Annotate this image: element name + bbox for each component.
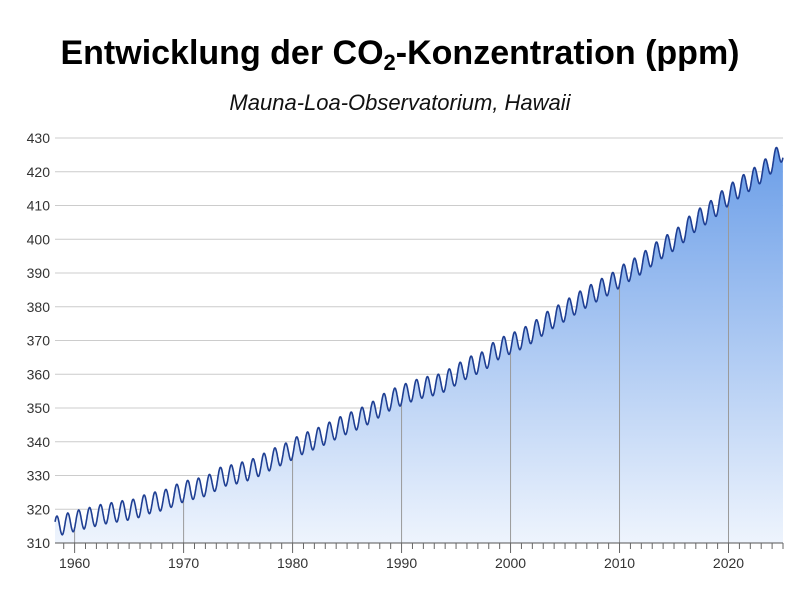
chart-title: Entwicklung der CO2-Konzentration (ppm) xyxy=(0,30,800,76)
y-tick-label-430: 430 xyxy=(27,130,51,146)
vertical-gridlines xyxy=(74,202,730,543)
x-tick-label-1990: 1990 xyxy=(386,555,417,571)
co2-area-fill xyxy=(55,147,783,543)
x-tick-label-1960: 1960 xyxy=(59,555,90,571)
y-tick-label-380: 380 xyxy=(27,299,51,315)
x-tick-label-2010: 2010 xyxy=(604,555,635,571)
x-tick-label-1970: 1970 xyxy=(168,555,199,571)
y-tick-label-350: 350 xyxy=(27,400,51,416)
y-tick-label-310: 310 xyxy=(27,535,51,551)
x-tick-label-2020: 2020 xyxy=(713,555,744,571)
chart-title-prefix: Entwicklung der CO xyxy=(60,34,384,72)
y-tick-label-320: 320 xyxy=(27,501,51,517)
chart-subtitle: Mauna-Loa-Observatorium, Hawaii xyxy=(229,90,571,115)
y-tick-label-400: 400 xyxy=(27,231,51,247)
x-axis-ticks xyxy=(63,543,784,553)
y-tick-label-330: 330 xyxy=(27,468,51,484)
y-tick-label-370: 370 xyxy=(27,333,51,349)
x-axis-tick-labels: 1960 1970 1980 1990 2000 2010 2020 xyxy=(59,555,744,571)
y-tick-label-340: 340 xyxy=(27,434,51,450)
y-axis-tick-labels: 310 320 330 340 350 360 370 380 390 400 410 420 430 xyxy=(27,130,51,551)
co2-series-line xyxy=(54,146,784,536)
x-tick-label-1980: 1980 xyxy=(277,555,308,571)
chart-title-suffix: -Konzentration (ppm) xyxy=(395,34,740,72)
chart-title-subscript: 2 xyxy=(383,50,396,75)
y-tick-label-410: 410 xyxy=(27,198,51,214)
x-tick-label-2000: 2000 xyxy=(495,555,526,571)
y-tick-label-420: 420 xyxy=(27,164,51,180)
y-tick-label-360: 360 xyxy=(27,366,51,382)
y-tick-label-390: 390 xyxy=(27,265,51,281)
